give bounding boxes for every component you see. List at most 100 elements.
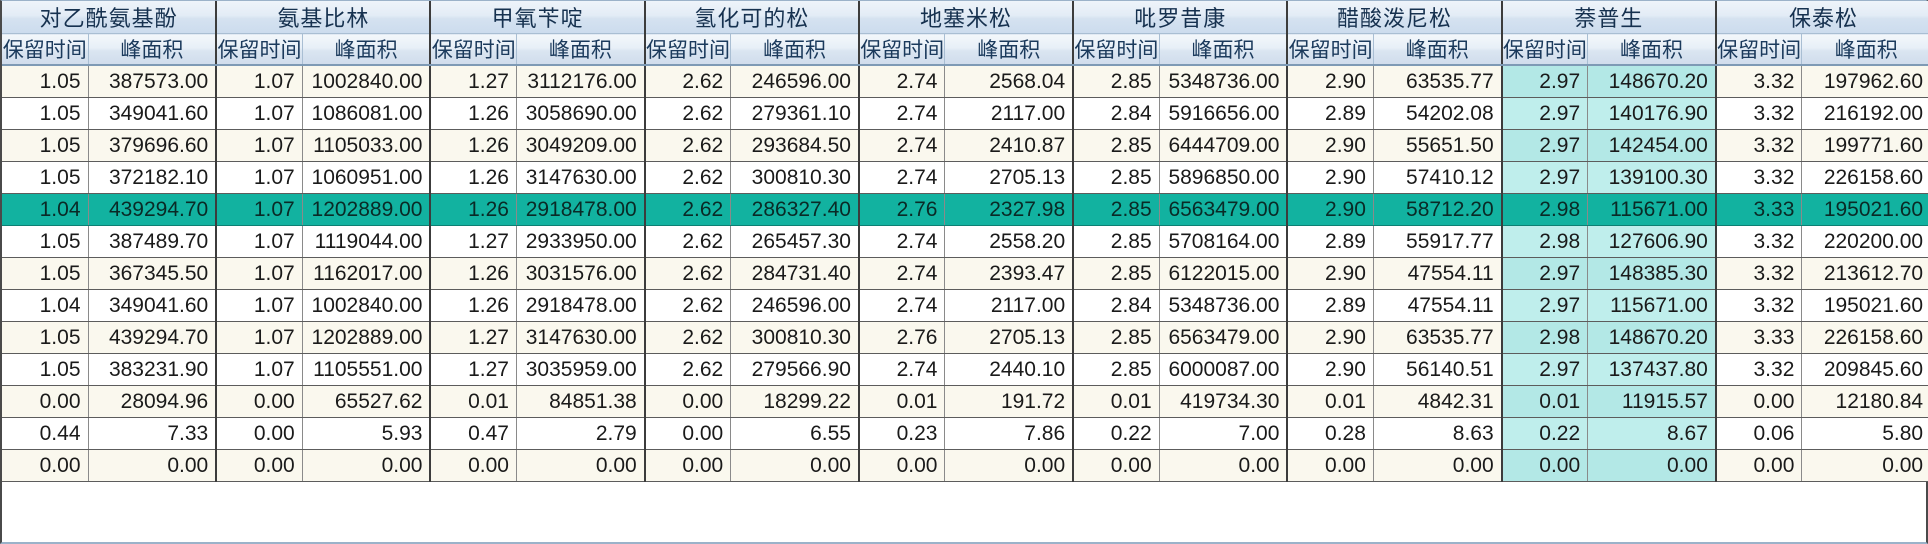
cell-retention-time[interactable]: 2.89 [1287, 225, 1374, 258]
cell-peak-area[interactable]: 300810.30 [730, 321, 860, 354]
cell-retention-time[interactable]: 0.01 [430, 385, 517, 418]
cell-retention-time[interactable]: 2.97 [1501, 129, 1589, 162]
column-header-retention-time[interactable]: 保留时间 [2, 33, 89, 66]
table-row[interactable]: 1.05 367345.50 1.07 1162017.00 1.26 3031576.0… [2, 257, 1928, 290]
cell-retention-time[interactable]: 2.74 [858, 97, 946, 130]
cell-peak-area[interactable]: 1002840.00 [302, 65, 432, 98]
cell-peak-area[interactable]: 7.00 [1159, 417, 1289, 450]
cell-retention-time[interactable]: 3.32 [1715, 97, 1803, 130]
cell-peak-area[interactable]: 5348736.00 [1159, 289, 1289, 322]
cell-peak-area[interactable]: 3147630.00 [516, 161, 646, 194]
cell-retention-time[interactable]: 2.97 [1501, 65, 1589, 98]
cell-retention-time[interactable]: 1.27 [430, 353, 517, 386]
cell-peak-area[interactable]: 1002840.00 [302, 289, 432, 322]
table-row[interactable]: 1.04 349041.60 1.07 1002840.00 1.26 2918478.0… [2, 289, 1928, 322]
compound-group-header[interactable]: 对乙酰氨基酚 [2, 1, 218, 34]
cell-peak-area[interactable]: 0.00 [1373, 449, 1503, 482]
cell-peak-area[interactable]: 139100.30 [1587, 161, 1717, 194]
cell-peak-area[interactable]: 58712.20 [1373, 193, 1503, 226]
cell-peak-area[interactable]: 195021.60 [1801, 289, 1928, 322]
cell-peak-area[interactable]: 284731.40 [730, 257, 860, 290]
cell-retention-time[interactable]: 2.85 [1073, 321, 1160, 354]
cell-peak-area[interactable]: 8.67 [1587, 417, 1717, 450]
cell-retention-time[interactable]: 3.33 [1715, 193, 1803, 226]
cell-retention-time[interactable]: 1.04 [2, 289, 89, 322]
cell-retention-time[interactable]: 1.07 [216, 257, 303, 290]
cell-retention-time[interactable]: 0.22 [1073, 417, 1160, 450]
cell-peak-area[interactable]: 246596.00 [730, 65, 860, 98]
compound-group-header[interactable]: 氨基比林 [216, 1, 432, 34]
cell-retention-time[interactable]: 0.28 [1287, 417, 1374, 450]
cell-peak-area[interactable]: 7.33 [88, 417, 218, 450]
cell-peak-area[interactable]: 4842.31 [1373, 385, 1503, 418]
table-row[interactable]: 1.05 387489.70 1.07 1119044.00 1.27 2933950.0… [2, 225, 1928, 258]
cell-retention-time[interactable]: 2.62 [644, 321, 732, 354]
cell-peak-area[interactable]: 127606.90 [1587, 225, 1717, 258]
cell-peak-area[interactable]: 6.55 [730, 417, 860, 450]
cell-peak-area[interactable]: 5916656.00 [1159, 97, 1289, 130]
cell-retention-time[interactable]: 1.05 [2, 97, 89, 130]
cell-peak-area[interactable]: 57410.12 [1373, 161, 1503, 194]
cell-peak-area[interactable]: 213612.70 [1801, 257, 1928, 290]
cell-peak-area[interactable]: 367345.50 [88, 257, 218, 290]
cell-peak-area[interactable]: 220200.00 [1801, 225, 1928, 258]
cell-peak-area[interactable]: 3112176.00 [516, 65, 646, 98]
cell-peak-area[interactable]: 0.00 [88, 449, 218, 482]
cell-retention-time[interactable]: 2.97 [1501, 353, 1589, 386]
cell-retention-time[interactable]: 2.62 [644, 129, 732, 162]
cell-retention-time[interactable]: 1.05 [2, 321, 89, 354]
column-header-peak-area[interactable]: 峰面积 [88, 33, 218, 66]
cell-retention-time[interactable]: 3.32 [1715, 161, 1803, 194]
cell-peak-area[interactable]: 2918478.00 [516, 289, 646, 322]
cell-retention-time[interactable]: 1.26 [430, 257, 517, 290]
column-header-peak-area[interactable]: 峰面积 [1373, 33, 1503, 66]
cell-peak-area[interactable]: 197962.60 [1801, 65, 1928, 98]
cell-retention-time[interactable]: 2.62 [644, 97, 732, 130]
cell-retention-time[interactable]: 3.32 [1715, 225, 1803, 258]
cell-peak-area[interactable]: 2117.00 [944, 97, 1075, 130]
cell-retention-time[interactable]: 0.00 [1715, 449, 1803, 482]
cell-retention-time[interactable]: 2.97 [1501, 161, 1589, 194]
cell-retention-time[interactable]: 1.07 [216, 129, 303, 162]
cell-peak-area[interactable]: 2327.98 [944, 193, 1075, 226]
cell-retention-time[interactable]: 2.89 [1287, 289, 1374, 322]
cell-peak-area[interactable]: 6000087.00 [1159, 353, 1289, 386]
cell-retention-time[interactable]: 1.05 [2, 225, 89, 258]
cell-retention-time[interactable]: 2.98 [1501, 193, 1589, 226]
table-row[interactable]: 1.05 383231.90 1.07 1105551.00 1.27 3035959.0… [2, 353, 1928, 386]
cell-retention-time[interactable]: 0.00 [1501, 449, 1589, 482]
cell-retention-time[interactable]: 1.07 [216, 97, 303, 130]
cell-retention-time[interactable]: 2.62 [644, 257, 732, 290]
cell-retention-time[interactable]: 1.07 [216, 289, 303, 322]
cell-peak-area[interactable]: 137437.80 [1587, 353, 1717, 386]
cell-retention-time[interactable]: 1.07 [216, 353, 303, 386]
cell-retention-time[interactable]: 0.23 [858, 417, 946, 450]
cell-retention-time[interactable]: 2.90 [1287, 321, 1374, 354]
table-row[interactable]: 0.00 28094.96 0.00 65527.62 0.01 84851.38 0.00… [2, 385, 1928, 418]
cell-peak-area[interactable]: 1060951.00 [302, 161, 432, 194]
cell-peak-area[interactable]: 2918478.00 [516, 193, 646, 226]
cell-retention-time[interactable]: 2.85 [1073, 129, 1160, 162]
cell-retention-time[interactable]: 0.00 [1715, 385, 1803, 418]
column-header-peak-area[interactable]: 峰面积 [302, 33, 432, 66]
cell-retention-time[interactable]: 1.26 [430, 161, 517, 194]
compound-group-header[interactable]: 吡罗昔康 [1073, 1, 1289, 34]
cell-retention-time[interactable]: 3.32 [1715, 257, 1803, 290]
cell-peak-area[interactable]: 300810.30 [730, 161, 860, 194]
cell-peak-area[interactable]: 55917.77 [1373, 225, 1503, 258]
cell-peak-area[interactable]: 286327.40 [730, 193, 860, 226]
column-header-retention-time[interactable]: 保留时间 [644, 33, 732, 66]
cell-retention-time[interactable]: 2.85 [1073, 65, 1160, 98]
table-row[interactable]: 1.05 349041.60 1.07 1086081.00 1.26 3058690.0… [2, 97, 1928, 130]
column-header-peak-area[interactable]: 峰面积 [1587, 33, 1717, 66]
cell-retention-time[interactable]: 3.32 [1715, 65, 1803, 98]
cell-peak-area[interactable]: 0.00 [944, 449, 1075, 482]
cell-retention-time[interactable]: 3.33 [1715, 321, 1803, 354]
cell-retention-time[interactable]: 2.90 [1287, 65, 1374, 98]
cell-peak-area[interactable]: 2117.00 [944, 289, 1075, 322]
cell-retention-time[interactable]: 2.98 [1501, 321, 1589, 354]
cell-retention-time[interactable]: 2.76 [858, 193, 946, 226]
cell-peak-area[interactable]: 2705.13 [944, 321, 1075, 354]
cell-retention-time[interactable]: 2.90 [1287, 129, 1374, 162]
cell-retention-time[interactable]: 1.05 [2, 161, 89, 194]
